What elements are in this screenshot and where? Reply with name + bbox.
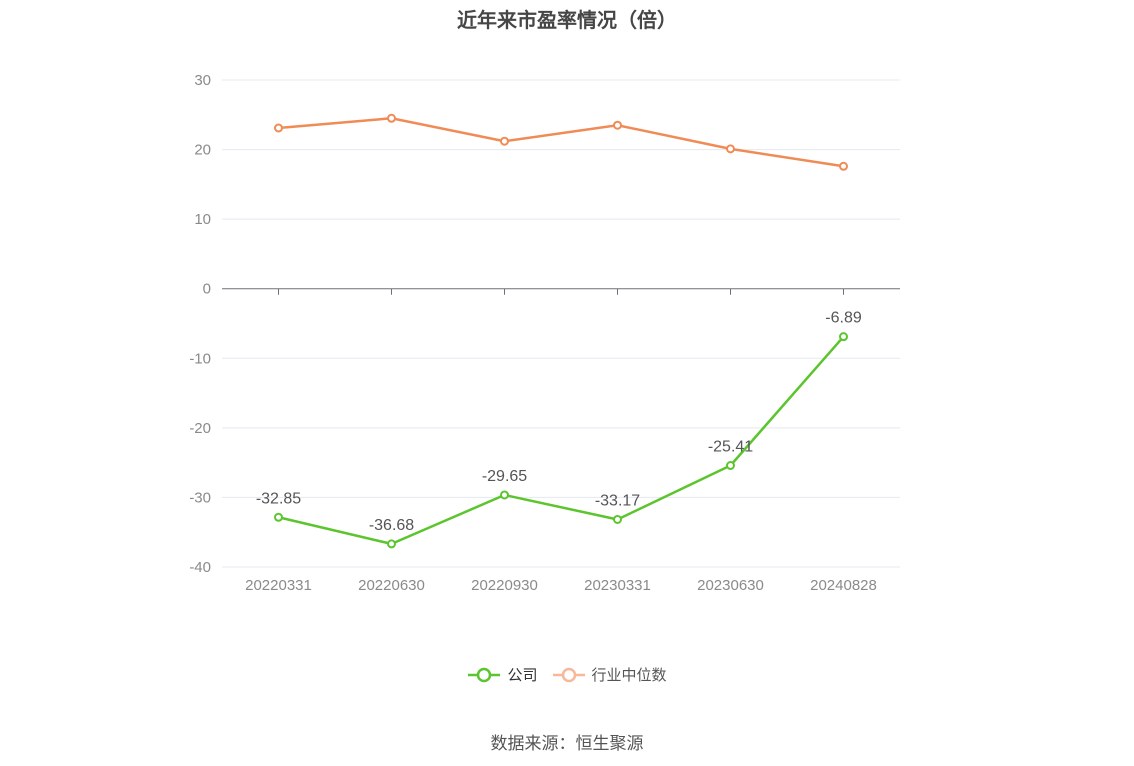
data-point-1 [839,161,848,171]
x-tick-label: 20230630 [697,577,764,594]
data-point-0 [613,514,622,524]
y-tick-label: 10 [194,211,211,228]
y-tick-label: -40 [189,559,211,576]
x-tick-label: 20220630 [358,577,425,594]
legend-label-company: 公司 [507,666,538,684]
data-label: -36.68 [369,517,414,534]
y-tick-label: 0 [203,281,211,298]
data-point-0 [839,332,848,342]
legend: 公司 行业中位数 [0,664,1134,685]
data-point-1 [613,120,622,130]
data-label: -6.89 [825,310,862,327]
series-line-0 [278,335,845,546]
legend-label-industry-median: 行业中位数 [591,666,667,684]
data-point-1 [500,136,509,146]
axes: 30 20 10 0 -10 -20 -30 -40 20220331 20220630 20220… [189,72,900,594]
x-tick-label: 20220930 [471,577,538,594]
data-point-0 [387,539,396,549]
series-lines [274,113,848,549]
data-label: -33.17 [595,492,640,509]
y-tick-label: 20 [194,142,211,159]
y-tick-label: -10 [189,350,211,367]
data-point-0 [274,512,283,522]
data-point-1 [726,144,735,154]
chart-title: 近年来市盈率情况（倍） [457,8,677,32]
data-labels: -32.85 -36.68 -29.65 -33.17 -25.41 -6.89 [256,310,862,534]
data-label: -29.65 [482,468,527,485]
source-note: 数据来源：恒生聚源 [490,734,644,754]
data-point-0 [726,460,735,470]
y-tick-label: -30 [189,489,211,506]
data-label: -32.85 [256,490,301,507]
x-tick-label: 20240828 [810,577,877,594]
series-line-1 [278,117,844,168]
legend-item-company[interactable]: 公司 [467,664,538,685]
y-tick-label: -20 [189,420,211,437]
data-point-1 [387,113,396,123]
legend-item-industry-median[interactable]: 行业中位数 [552,664,667,685]
data-point-1 [274,123,283,133]
data-point-0 [500,490,509,500]
y-tick-label: 30 [194,72,211,89]
x-tick-label: 20230331 [584,577,651,594]
x-tick-label: 20220331 [245,577,312,594]
legend-marker-industry-icon [552,667,585,682]
legend-marker-company-icon [468,667,501,682]
grid-lines [222,79,900,568]
data-label: -25.41 [708,438,753,455]
